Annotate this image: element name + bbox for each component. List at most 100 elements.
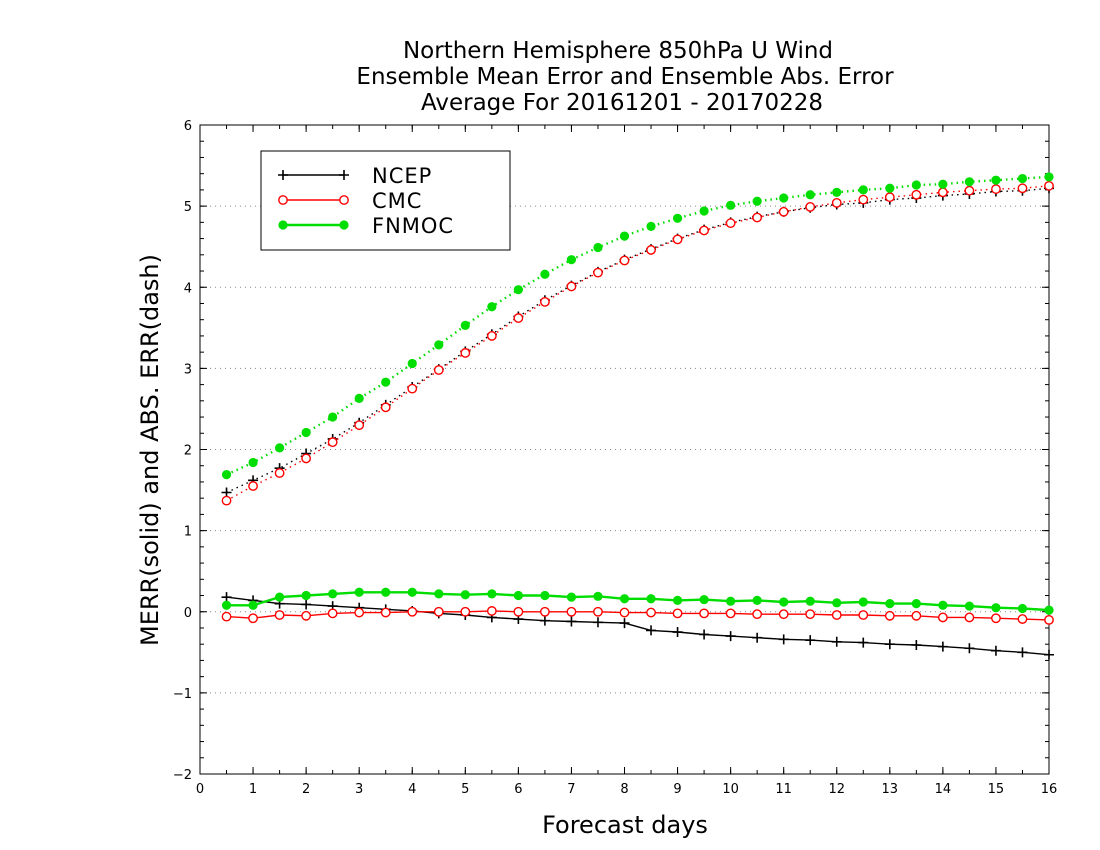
abs-err-point-fnmoc bbox=[221, 470, 232, 480]
title-line-2: Ensemble Mean Error and Ensemble Abs. Er… bbox=[356, 64, 894, 90]
merr-point-fnmoc bbox=[938, 600, 948, 610]
merr-point-ncep bbox=[990, 645, 1001, 656]
abs-err-point-fnmoc bbox=[752, 196, 762, 206]
y-tick-label: −2 bbox=[173, 768, 192, 783]
merr-point-fnmoc bbox=[1044, 605, 1054, 615]
legend-marker-cmc bbox=[339, 195, 349, 205]
abs-err-point-fnmoc bbox=[805, 190, 815, 200]
merr-point-cmc bbox=[646, 607, 656, 618]
legend-label-cmc: CMC bbox=[372, 189, 422, 213]
merr-point-fnmoc bbox=[991, 603, 1001, 613]
merr-point-ncep bbox=[831, 636, 842, 647]
merr-point-fnmoc bbox=[301, 590, 311, 601]
abs-err-point-fnmoc bbox=[513, 285, 523, 295]
abs-err-point-fnmoc bbox=[381, 377, 391, 387]
abs-err-line-cmc bbox=[226, 185, 1050, 502]
abs-err-point-cmc bbox=[301, 453, 312, 464]
merr-point-fnmoc bbox=[460, 590, 470, 600]
merr-point-fnmoc bbox=[646, 594, 656, 604]
merr-point-ncep bbox=[725, 631, 736, 642]
merr-point-cmc bbox=[699, 608, 709, 619]
merr-point-cmc bbox=[911, 610, 922, 621]
merr-point-ncep bbox=[301, 599, 312, 610]
x-tick-label: 9 bbox=[673, 782, 681, 797]
x-tick-label: 6 bbox=[514, 782, 522, 797]
merr-point-cmc bbox=[274, 610, 285, 620]
y-tick-label: 2 bbox=[184, 444, 192, 459]
merr-point-fnmoc bbox=[434, 589, 444, 599]
merr-point-ncep bbox=[1044, 649, 1054, 660]
merr-point-ncep bbox=[752, 632, 763, 643]
abs-err-point-fnmoc bbox=[699, 206, 709, 216]
merr-point-cmc bbox=[301, 610, 312, 621]
y-tick-label: −1 bbox=[173, 687, 192, 702]
abs-err-point-cmc bbox=[540, 296, 550, 307]
x-tick-label: 13 bbox=[882, 782, 899, 797]
legend-marker-fnmoc bbox=[278, 220, 288, 230]
merr-point-cmc bbox=[248, 613, 258, 624]
merr-point-fnmoc bbox=[487, 589, 497, 599]
merr-point-cmc bbox=[937, 612, 948, 623]
y-tick-label: 3 bbox=[184, 362, 192, 377]
abs-err-point-fnmoc bbox=[540, 269, 550, 279]
abs-err-point-cmc bbox=[354, 420, 365, 431]
abs-err-point-cmc bbox=[911, 189, 922, 200]
legend-marker-fnmoc bbox=[339, 220, 349, 230]
x-tick-label: 14 bbox=[935, 782, 952, 797]
y-tick-label: 1 bbox=[184, 525, 192, 540]
merr-point-ncep bbox=[566, 616, 577, 627]
merr-point-fnmoc bbox=[354, 587, 364, 597]
abs-err-point-fnmoc bbox=[487, 302, 497, 312]
series-layer bbox=[221, 172, 1054, 660]
abs-err-point-cmc bbox=[964, 185, 975, 196]
merr-point-ncep bbox=[592, 617, 603, 628]
abs-err-point-cmc bbox=[274, 468, 285, 478]
x-axis-label: Forecast days bbox=[542, 811, 708, 839]
abs-err-point-cmc bbox=[699, 225, 709, 236]
merr-point-ncep bbox=[221, 592, 232, 603]
merr-point-fnmoc bbox=[513, 590, 523, 601]
merr-point-cmc bbox=[619, 607, 630, 618]
merr-point-fnmoc bbox=[540, 590, 550, 601]
merr-point-fnmoc bbox=[328, 589, 338, 599]
abs-err-point-cmc bbox=[380, 402, 391, 413]
abs-err-point-fnmoc bbox=[434, 340, 444, 350]
merr-point-cmc bbox=[593, 606, 603, 617]
abs-err-point-cmc bbox=[858, 194, 869, 205]
merr-point-cmc bbox=[513, 606, 524, 617]
x-tick-label: 5 bbox=[461, 782, 469, 797]
abs-err-point-fnmoc bbox=[885, 183, 895, 193]
title-line-3: Average For 20161201 - 20170228 bbox=[421, 90, 823, 116]
merr-point-fnmoc bbox=[1017, 603, 1028, 614]
abs-err-point-cmc bbox=[433, 365, 444, 375]
abs-err-point-cmc bbox=[248, 481, 258, 491]
merr-point-fnmoc bbox=[274, 592, 285, 602]
y-tick-label: 6 bbox=[184, 119, 192, 134]
merr-point-cmc bbox=[884, 610, 895, 621]
merr-point-ncep bbox=[778, 634, 789, 645]
abs-err-point-fnmoc bbox=[991, 175, 1001, 185]
abs-err-point-cmc bbox=[752, 212, 763, 223]
merr-point-fnmoc bbox=[699, 594, 709, 605]
merr-point-cmc bbox=[752, 609, 763, 620]
abs-err-point-fnmoc bbox=[964, 177, 975, 187]
abs-err-point-cmc bbox=[1017, 183, 1028, 194]
abs-err-point-cmc bbox=[327, 437, 338, 448]
merr-point-ncep bbox=[1017, 647, 1028, 658]
x-tick-label: 0 bbox=[196, 782, 204, 797]
merr-point-fnmoc bbox=[726, 596, 736, 606]
abs-err-point-cmc bbox=[221, 495, 232, 506]
merr-point-cmc bbox=[354, 607, 365, 618]
abs-err-point-fnmoc bbox=[911, 180, 921, 190]
abs-err-point-fnmoc bbox=[566, 255, 577, 265]
merr-point-cmc bbox=[327, 608, 338, 619]
merr-point-fnmoc bbox=[858, 597, 868, 607]
y-tick-label: 0 bbox=[184, 606, 192, 621]
merr-point-cmc bbox=[221, 611, 232, 622]
abs-err-point-fnmoc bbox=[938, 179, 948, 189]
merr-point-cmc bbox=[991, 613, 1001, 624]
x-tick-label: 11 bbox=[775, 782, 792, 797]
merr-point-ncep bbox=[884, 639, 895, 650]
legend-marker-ncep bbox=[339, 170, 349, 180]
merr-point-cmc bbox=[566, 606, 577, 617]
